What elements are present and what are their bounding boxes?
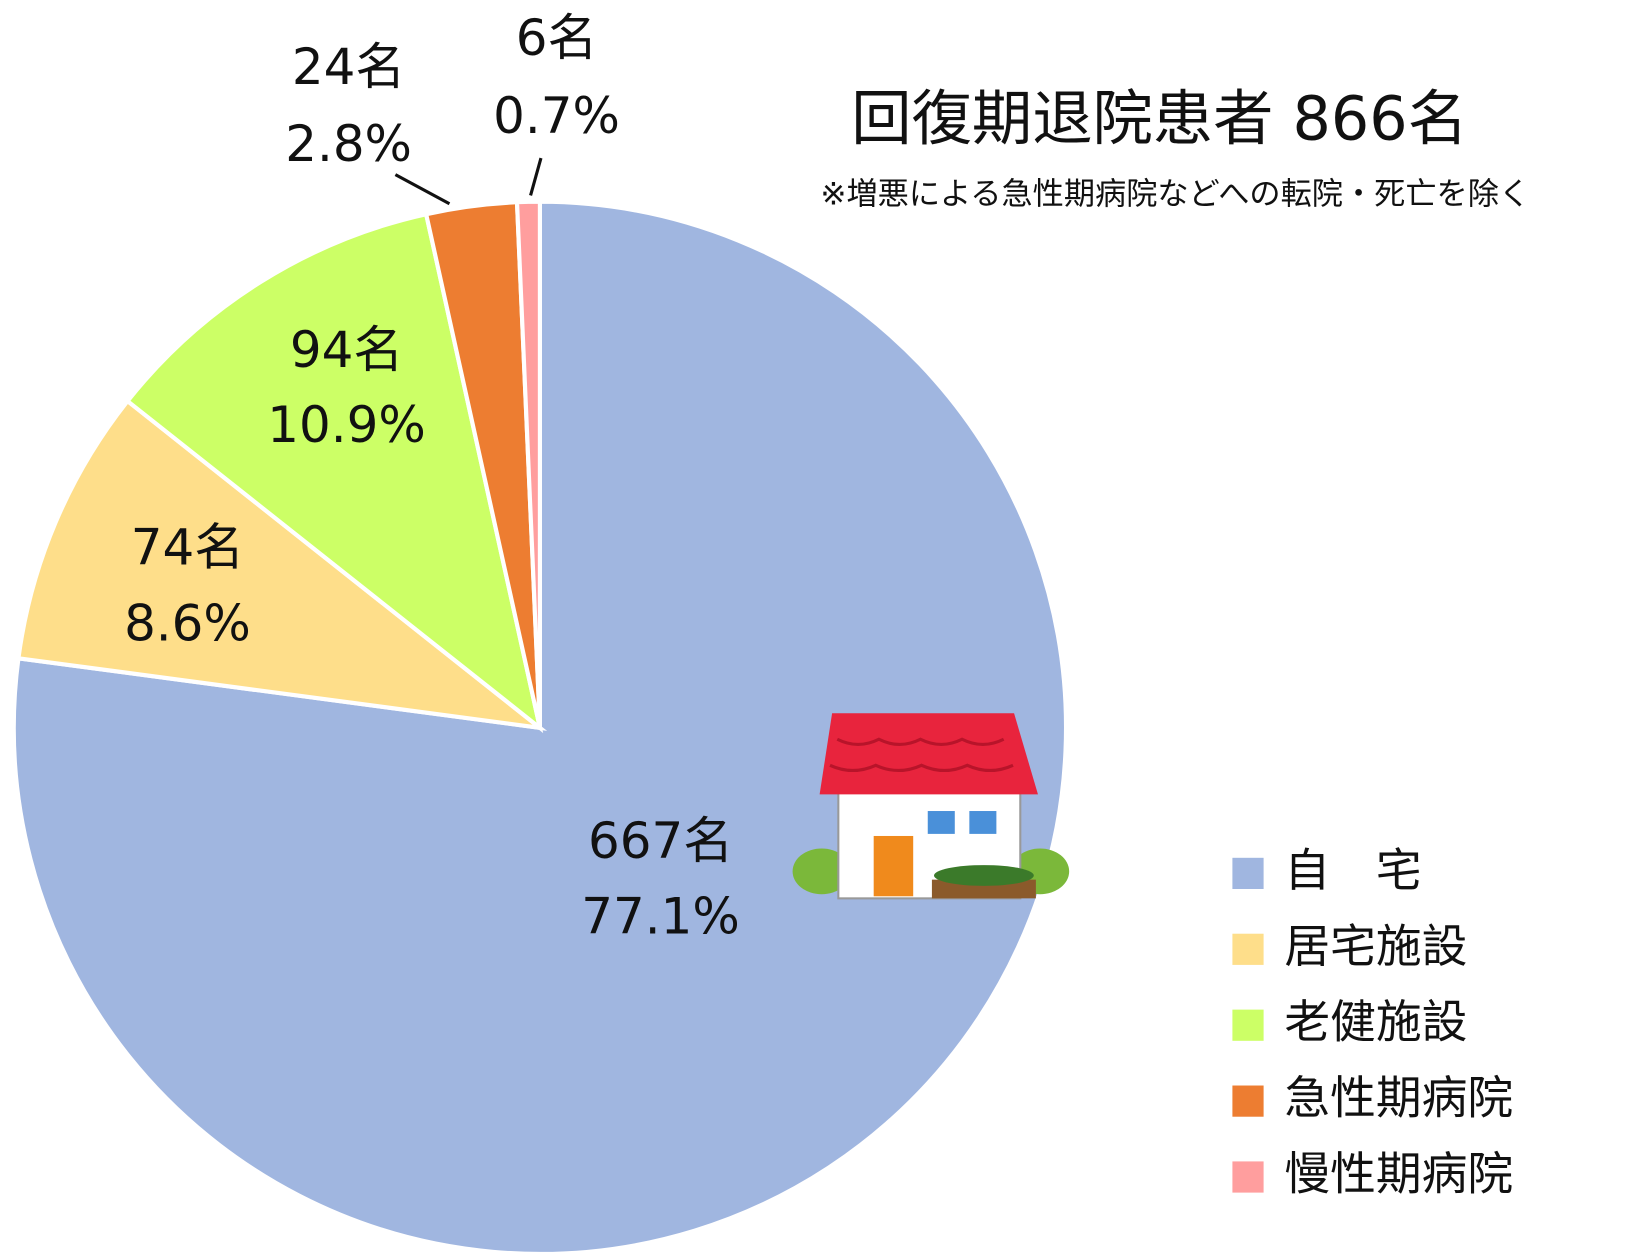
legend-label: 急性期病院: [1284, 1072, 1513, 1125]
percent-label: 2.8%: [285, 115, 412, 173]
leader-line: [394, 173, 451, 206]
percent-label: 0.7%: [493, 87, 620, 145]
labels: 667名 77.1% 74名 8.6% 94名 10.9% 24名 2.8% 6名 0.7%: [124, 9, 740, 946]
percent-label: 10.9%: [267, 396, 426, 454]
legend-swatch: [1232, 933, 1264, 965]
legend-label: 居宅施設: [1284, 920, 1467, 973]
legend-swatch: [1232, 857, 1264, 890]
chart-title: 回復期退院患者 866名: [851, 84, 1468, 154]
legend-label: 自 宅: [1284, 844, 1421, 897]
value-label: 74名: [131, 519, 244, 577]
pie-slice: [16, 398, 548, 731]
pie-slice: [11, 199, 1069, 1255]
percent-label: 77.1%: [581, 888, 740, 946]
value-label: 94名: [290, 321, 403, 379]
legend-swatch: [1232, 1161, 1264, 1193]
leader-line: [529, 157, 543, 196]
percent-label: 8.6%: [124, 594, 251, 652]
house-icon: [792, 713, 1070, 900]
value-label: 667名: [588, 812, 733, 870]
legend-label: 慢性期病院: [1284, 1148, 1513, 1201]
pie-slice: [514, 199, 543, 728]
value-label: 6名: [516, 9, 598, 67]
chart-subtitle: ※増悪による急性期病院などへの転院・死亡を除く: [820, 176, 1530, 212]
legend-swatch: [1232, 1085, 1264, 1117]
legend-label: 老健施設: [1284, 996, 1467, 1049]
pie-slice: [124, 211, 544, 734]
legend-swatch: [1232, 1009, 1264, 1041]
value-label: 24名: [292, 38, 405, 96]
pie: [11, 199, 1069, 1255]
